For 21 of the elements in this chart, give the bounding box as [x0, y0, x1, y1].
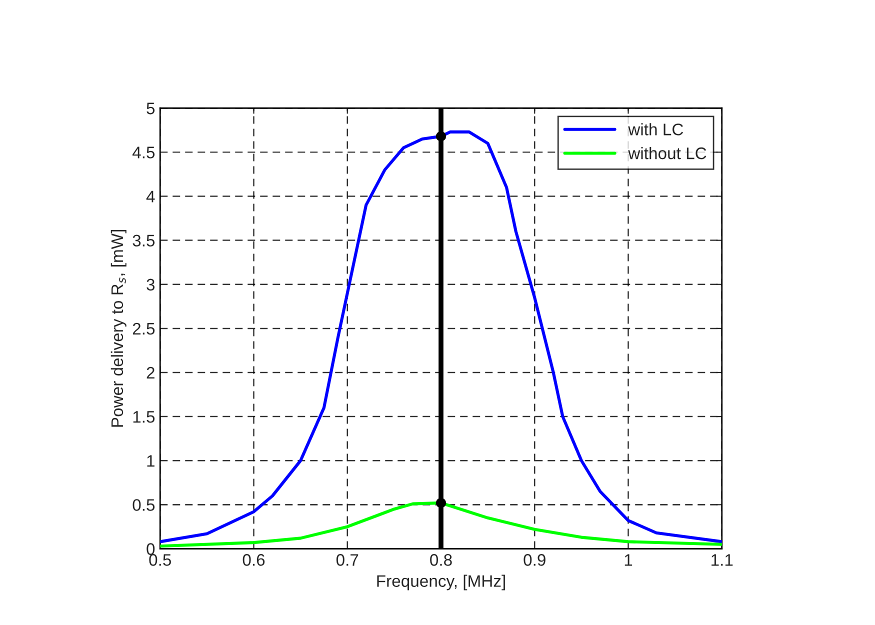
- x-tick-label: 1.1: [712, 554, 733, 566]
- y-tick-label: 1.5: [133, 411, 155, 423]
- legend-label: without LC: [628, 146, 706, 160]
- y-tick-label: 2: [146, 366, 154, 379]
- x-axis-title: Frequency, [MHz]: [377, 574, 505, 590]
- x-tick-label: 0.6: [242, 554, 265, 566]
- y-tick-label: 0.5: [132, 499, 155, 511]
- y-tick-label: 2.5: [132, 322, 155, 335]
- y-tick-label: 0: [146, 543, 155, 555]
- x-tick-label: 0.8: [430, 554, 452, 566]
- y-tick-label: 1: [147, 455, 154, 467]
- y-axis-title: Power delivery to R$_{s}$, [mW]: [110, 230, 126, 427]
- x-tick-label: 0.7: [336, 554, 358, 566]
- x-tick-label: 0.9: [524, 554, 546, 566]
- y-tick-label: 3.5: [132, 234, 155, 247]
- y-tick-label: 5: [146, 102, 155, 114]
- legend-label: with LC: [628, 123, 684, 136]
- y-tick-label: 3: [146, 278, 155, 291]
- x-tick-label: 1: [624, 554, 632, 566]
- y-tick-label: 4: [146, 190, 155, 202]
- y-tick-label: 4.5: [132, 146, 155, 158]
